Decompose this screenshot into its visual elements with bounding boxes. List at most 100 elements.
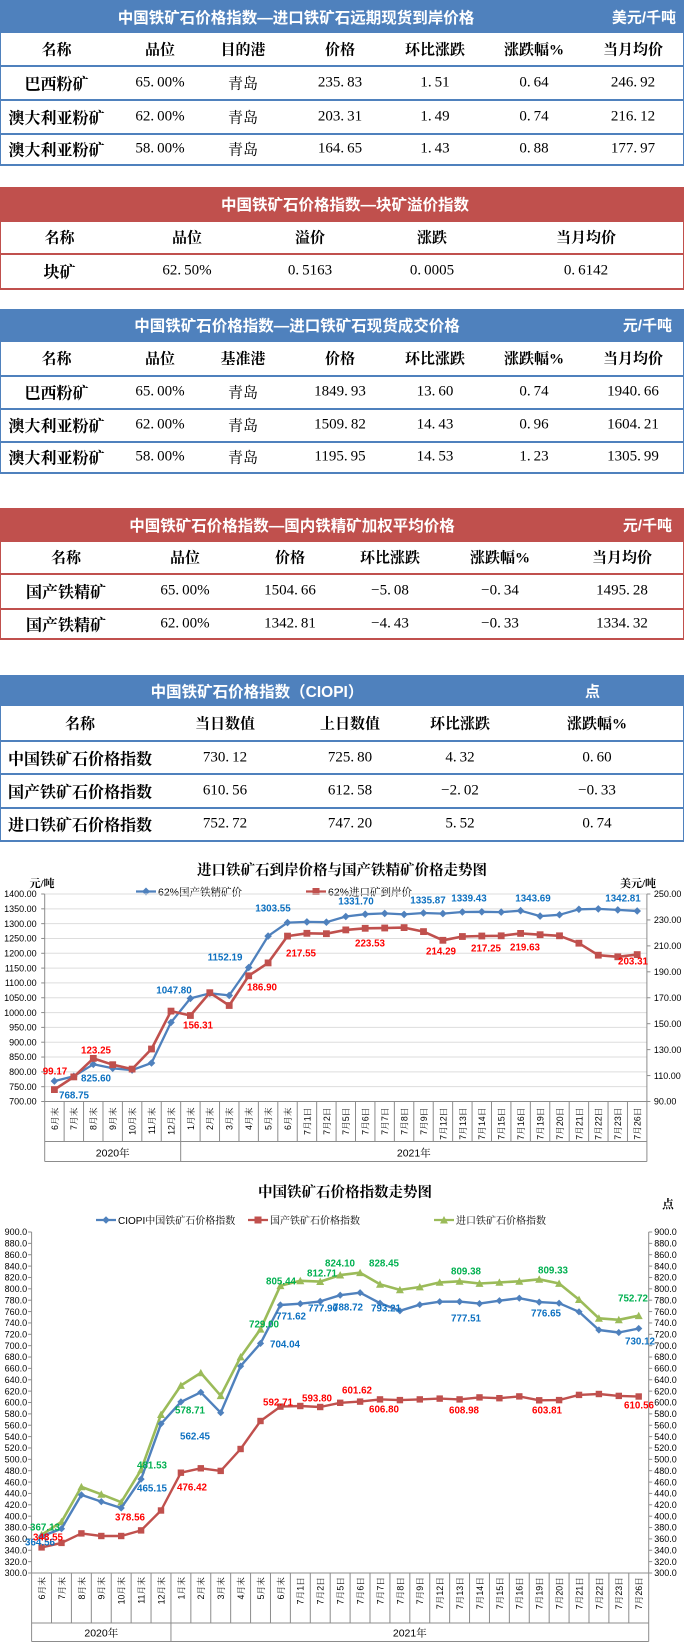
svg-text:360.0: 360.0: [654, 1534, 677, 1544]
svg-text:214.29: 214.29: [426, 946, 457, 957]
svg-text:620.0: 620.0: [5, 1386, 28, 1396]
svg-text:580.0: 580.0: [654, 1409, 677, 1419]
svg-text:760.0: 760.0: [5, 1307, 28, 1317]
svg-text:1350.00: 1350.00: [4, 904, 37, 914]
svg-text:720.0: 720.0: [5, 1330, 28, 1340]
svg-text:900.00: 900.00: [9, 1037, 37, 1047]
svg-text:150.00: 150.00: [654, 1019, 682, 1029]
svg-text:680.0: 680.0: [5, 1352, 28, 1362]
svg-text:476.42: 476.42: [177, 1482, 208, 1493]
svg-text:700.00: 700.00: [9, 1097, 37, 1107]
svg-text:7月末: 7月末: [68, 1107, 79, 1130]
svg-text:720.0: 720.0: [654, 1330, 677, 1340]
svg-text:7月9日: 7月9日: [415, 1577, 425, 1604]
svg-text:10月末: 10月末: [116, 1577, 127, 1605]
svg-text:768.75: 768.75: [59, 1090, 90, 1101]
svg-text:660.0: 660.0: [654, 1364, 677, 1374]
svg-text:7月21日: 7月21日: [574, 1108, 584, 1140]
svg-text:210.00: 210.00: [654, 941, 682, 951]
svg-text:进口铁矿石价格指数: 进口铁矿石价格指数: [456, 1214, 546, 1227]
svg-text:3月末: 3月末: [215, 1577, 226, 1600]
svg-text:2020年: 2020年: [84, 1627, 118, 1640]
svg-text:7月26日: 7月26日: [633, 1107, 643, 1139]
svg-text:7月2日: 7月2日: [316, 1577, 326, 1604]
svg-text:540.0: 540.0: [654, 1432, 677, 1442]
svg-text:364.56: 364.56: [25, 1537, 56, 1548]
svg-text:1000.00: 1000.00: [4, 1008, 37, 1018]
svg-text:9月末: 9月末: [96, 1577, 107, 1600]
svg-text:500.0: 500.0: [654, 1455, 677, 1465]
svg-text:680.0: 680.0: [654, 1352, 677, 1362]
svg-text:481.53: 481.53: [137, 1460, 168, 1471]
svg-text:606.80: 606.80: [369, 1404, 400, 1415]
svg-text:580.0: 580.0: [5, 1409, 28, 1419]
svg-text:360.0: 360.0: [5, 1534, 28, 1544]
svg-text:223.53: 223.53: [355, 938, 386, 949]
svg-text:1047.80: 1047.80: [156, 985, 192, 996]
svg-text:7月19日: 7月19日: [535, 1107, 545, 1139]
svg-text:812.71: 812.71: [307, 1268, 338, 1279]
svg-text:660.0: 660.0: [5, 1364, 28, 1374]
svg-text:900.0: 900.0: [5, 1227, 28, 1237]
svg-text:186.90: 186.90: [247, 982, 278, 993]
svg-text:1200.00: 1200.00: [4, 949, 37, 959]
svg-text:156.31: 156.31: [183, 1020, 214, 1031]
svg-text:1100.00: 1100.00: [5, 978, 37, 988]
svg-text:788.72: 788.72: [333, 1302, 364, 1313]
svg-text:进口铁矿石到岸价格与国产铁精矿价格走势图: 进口铁矿石到岸价格与国产铁精矿价格走势图: [197, 861, 487, 879]
svg-text:601.62: 601.62: [342, 1385, 373, 1396]
svg-text:1月末: 1月末: [185, 1107, 196, 1130]
svg-text:7月12日: 7月12日: [438, 1108, 448, 1140]
svg-text:217.25: 217.25: [471, 943, 502, 954]
svg-text:480.0: 480.0: [654, 1466, 677, 1476]
svg-text:1342.81: 1342.81: [605, 893, 641, 904]
svg-text:592.71: 592.71: [263, 1397, 294, 1408]
svg-text:608.98: 608.98: [449, 1405, 480, 1416]
svg-text:7月15日: 7月15日: [497, 1108, 507, 1140]
svg-text:520.0: 520.0: [5, 1443, 28, 1453]
svg-text:CIOPI中国铁矿石价格指数: CIOPI中国铁矿石价格指数: [118, 1214, 235, 1227]
svg-text:6月末: 6月末: [36, 1577, 47, 1600]
svg-text:7月末: 7月末: [56, 1577, 67, 1600]
svg-text:6月末: 6月末: [282, 1107, 293, 1130]
svg-text:8月末: 8月末: [88, 1107, 99, 1130]
svg-text:880.0: 880.0: [654, 1239, 677, 1249]
svg-text:2020年: 2020年: [96, 1147, 130, 1160]
svg-text:170.00: 170.00: [654, 993, 682, 1003]
svg-text:1152.19: 1152.19: [208, 952, 243, 963]
svg-text:777.51: 777.51: [451, 1313, 482, 1324]
svg-text:4月末: 4月末: [235, 1577, 246, 1600]
svg-text:809.38: 809.38: [451, 1266, 482, 1277]
svg-text:750.00: 750.00: [9, 1082, 37, 1092]
svg-text:1300.00: 1300.00: [4, 919, 37, 929]
svg-text:540.0: 540.0: [5, 1432, 28, 1442]
svg-text:7月22日: 7月22日: [594, 1577, 604, 1609]
svg-text:378.56: 378.56: [115, 1512, 146, 1523]
svg-text:5月末: 5月末: [255, 1577, 266, 1600]
svg-text:1月末: 1月末: [175, 1577, 186, 1600]
svg-text:780.0: 780.0: [654, 1295, 677, 1305]
svg-text:美元/吨: 美元/吨: [620, 876, 656, 890]
svg-text:603.81: 603.81: [532, 1405, 563, 1416]
svg-text:1335.87: 1335.87: [410, 895, 446, 906]
svg-text:860.0: 860.0: [654, 1250, 677, 1260]
svg-text:国产铁矿石价格指数: 国产铁矿石价格指数: [270, 1214, 360, 1227]
svg-text:729.00: 729.00: [249, 1319, 280, 1330]
svg-text:7月7日: 7月7日: [380, 1107, 390, 1134]
svg-text:中国铁矿石价格指数走势图: 中国铁矿石价格指数走势图: [258, 1183, 432, 1201]
svg-text:7月16日: 7月16日: [516, 1108, 526, 1140]
svg-text:320.0: 320.0: [654, 1557, 677, 1567]
svg-text:190.00: 190.00: [654, 967, 682, 977]
svg-text:800.0: 800.0: [654, 1284, 677, 1294]
svg-text:8月末: 8月末: [76, 1577, 87, 1600]
svg-text:780.0: 780.0: [5, 1295, 28, 1305]
svg-text:700.0: 700.0: [654, 1341, 677, 1351]
svg-text:7月8日: 7月8日: [395, 1577, 405, 1604]
svg-text:11月末: 11月末: [135, 1577, 146, 1604]
svg-text:740.0: 740.0: [654, 1318, 677, 1328]
svg-text:640.0: 640.0: [654, 1375, 677, 1385]
svg-text:7月7日: 7月7日: [375, 1577, 385, 1604]
svg-text:99.17: 99.17: [43, 1066, 68, 1077]
svg-text:7月1日: 7月1日: [296, 1577, 306, 1604]
svg-text:348.55: 348.55: [33, 1532, 64, 1543]
